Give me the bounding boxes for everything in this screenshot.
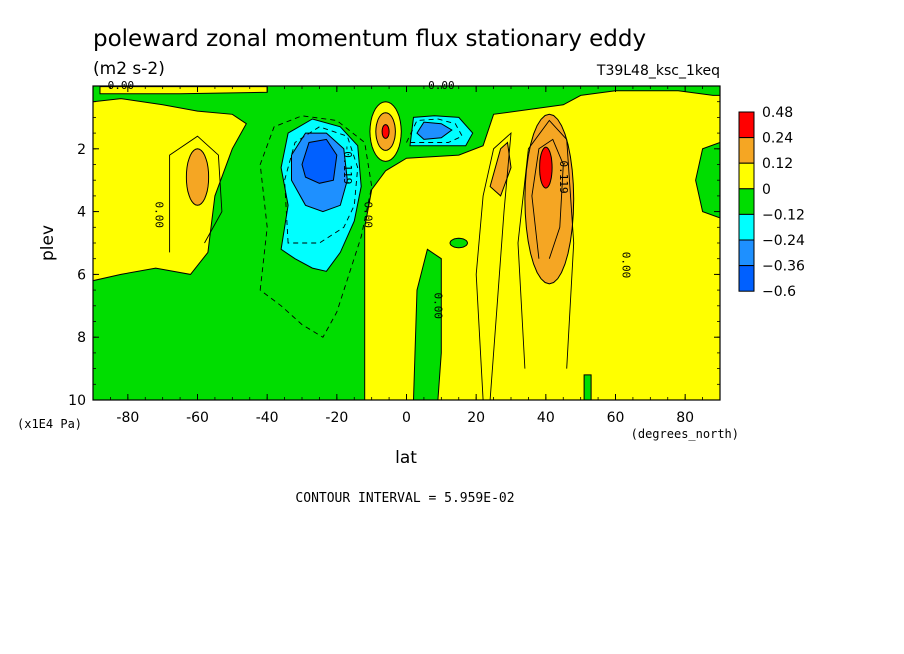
x-axis-ticks: -80 -60 -40 -20 0 20 40 60 80 (92, 86, 721, 426)
legend-label: −0.36 (762, 259, 805, 275)
legend-label: 0 (762, 182, 771, 198)
region-sh-mid (185, 148, 210, 206)
positive-contour-1 (517, 119, 575, 369)
contour-label: 0.00 (362, 201, 375, 228)
contour-label: -0.119 (341, 145, 354, 185)
y-axis-ticks: 2 4 6 8 10 (68, 101, 720, 409)
contour-lines (169, 115, 575, 400)
region-eq-minimum-mid (416, 121, 453, 140)
legend-label: 0.24 (762, 131, 793, 147)
legend-label: 0.48 (762, 105, 793, 121)
region-sh-minimum-strong (301, 138, 338, 184)
contour-label: 0.119 (557, 160, 570, 193)
x-tick-label: -60 (186, 410, 209, 426)
region-nh-strong (539, 146, 553, 189)
x-tick-label: -40 (256, 410, 279, 426)
legend-swatch (738, 265, 755, 292)
y-tick-label: 2 (77, 142, 86, 158)
contour-label: 0.00 (619, 252, 632, 279)
x-tick-label: -80 (116, 410, 139, 426)
x-tick-label: 40 (537, 410, 555, 426)
chart-title: poleward zonal momentum flux stationary … (93, 26, 646, 52)
region-nh-neg-dot (449, 237, 469, 249)
run-label: T39L48_ksc_1keq (596, 63, 720, 79)
x-tick-label: 20 (467, 410, 485, 426)
x-tick-label: 80 (676, 410, 694, 426)
x-axis-label: lat (395, 448, 417, 468)
y-tick-label: 6 (77, 267, 86, 283)
contour-label: 0.00 (153, 201, 166, 228)
negative-contour-1 (284, 126, 359, 244)
negative-contour-0 (259, 115, 373, 338)
y-tick-label: 4 (77, 205, 86, 221)
contour-interval: CONTOUR INTERVAL = 5.959E-02 (295, 491, 514, 506)
positive-contour-0 (169, 135, 223, 253)
field-regions (93, 86, 720, 400)
region-nh-neg-column (412, 248, 442, 400)
x-tick-label: -20 (325, 410, 348, 426)
legend-swatch (738, 239, 755, 267)
legend-swatch (738, 213, 755, 241)
legend-label: −0.12 (762, 207, 805, 223)
legend-label: −0.24 (762, 233, 805, 249)
y-axis-units: (x1E4 Pa) (17, 417, 82, 431)
contour-label: 0.00 (431, 293, 444, 320)
region-nh-neg-thin (583, 374, 592, 400)
positive-contour-2 (531, 138, 564, 259)
legend-swatch (738, 111, 755, 139)
color-legend: 0.48 0.24 0.12 0 −0.12 −0.24 −0.36 −0.6 (738, 105, 805, 300)
positive-contour-3 (475, 131, 512, 400)
legend-swatch (738, 137, 755, 164)
legend-swatch (738, 162, 755, 190)
heatmap-field (93, 86, 720, 400)
x-axis-units: (degrees_north) (631, 427, 739, 441)
chart-units: (m2 s-2) (93, 59, 165, 79)
y-tick-label: 10 (68, 393, 86, 409)
x-tick-label: 60 (607, 410, 625, 426)
legend-swatch (738, 188, 755, 215)
legend-label: 0.12 (762, 156, 793, 172)
y-axis-label: plev (38, 225, 58, 261)
y-tick-label: 8 (77, 330, 86, 346)
negative-contour-2 (405, 118, 463, 143)
legend-label: −0.6 (762, 284, 796, 300)
x-tick-label: 0 (402, 410, 411, 426)
region-equator-max-strong (381, 124, 390, 139)
